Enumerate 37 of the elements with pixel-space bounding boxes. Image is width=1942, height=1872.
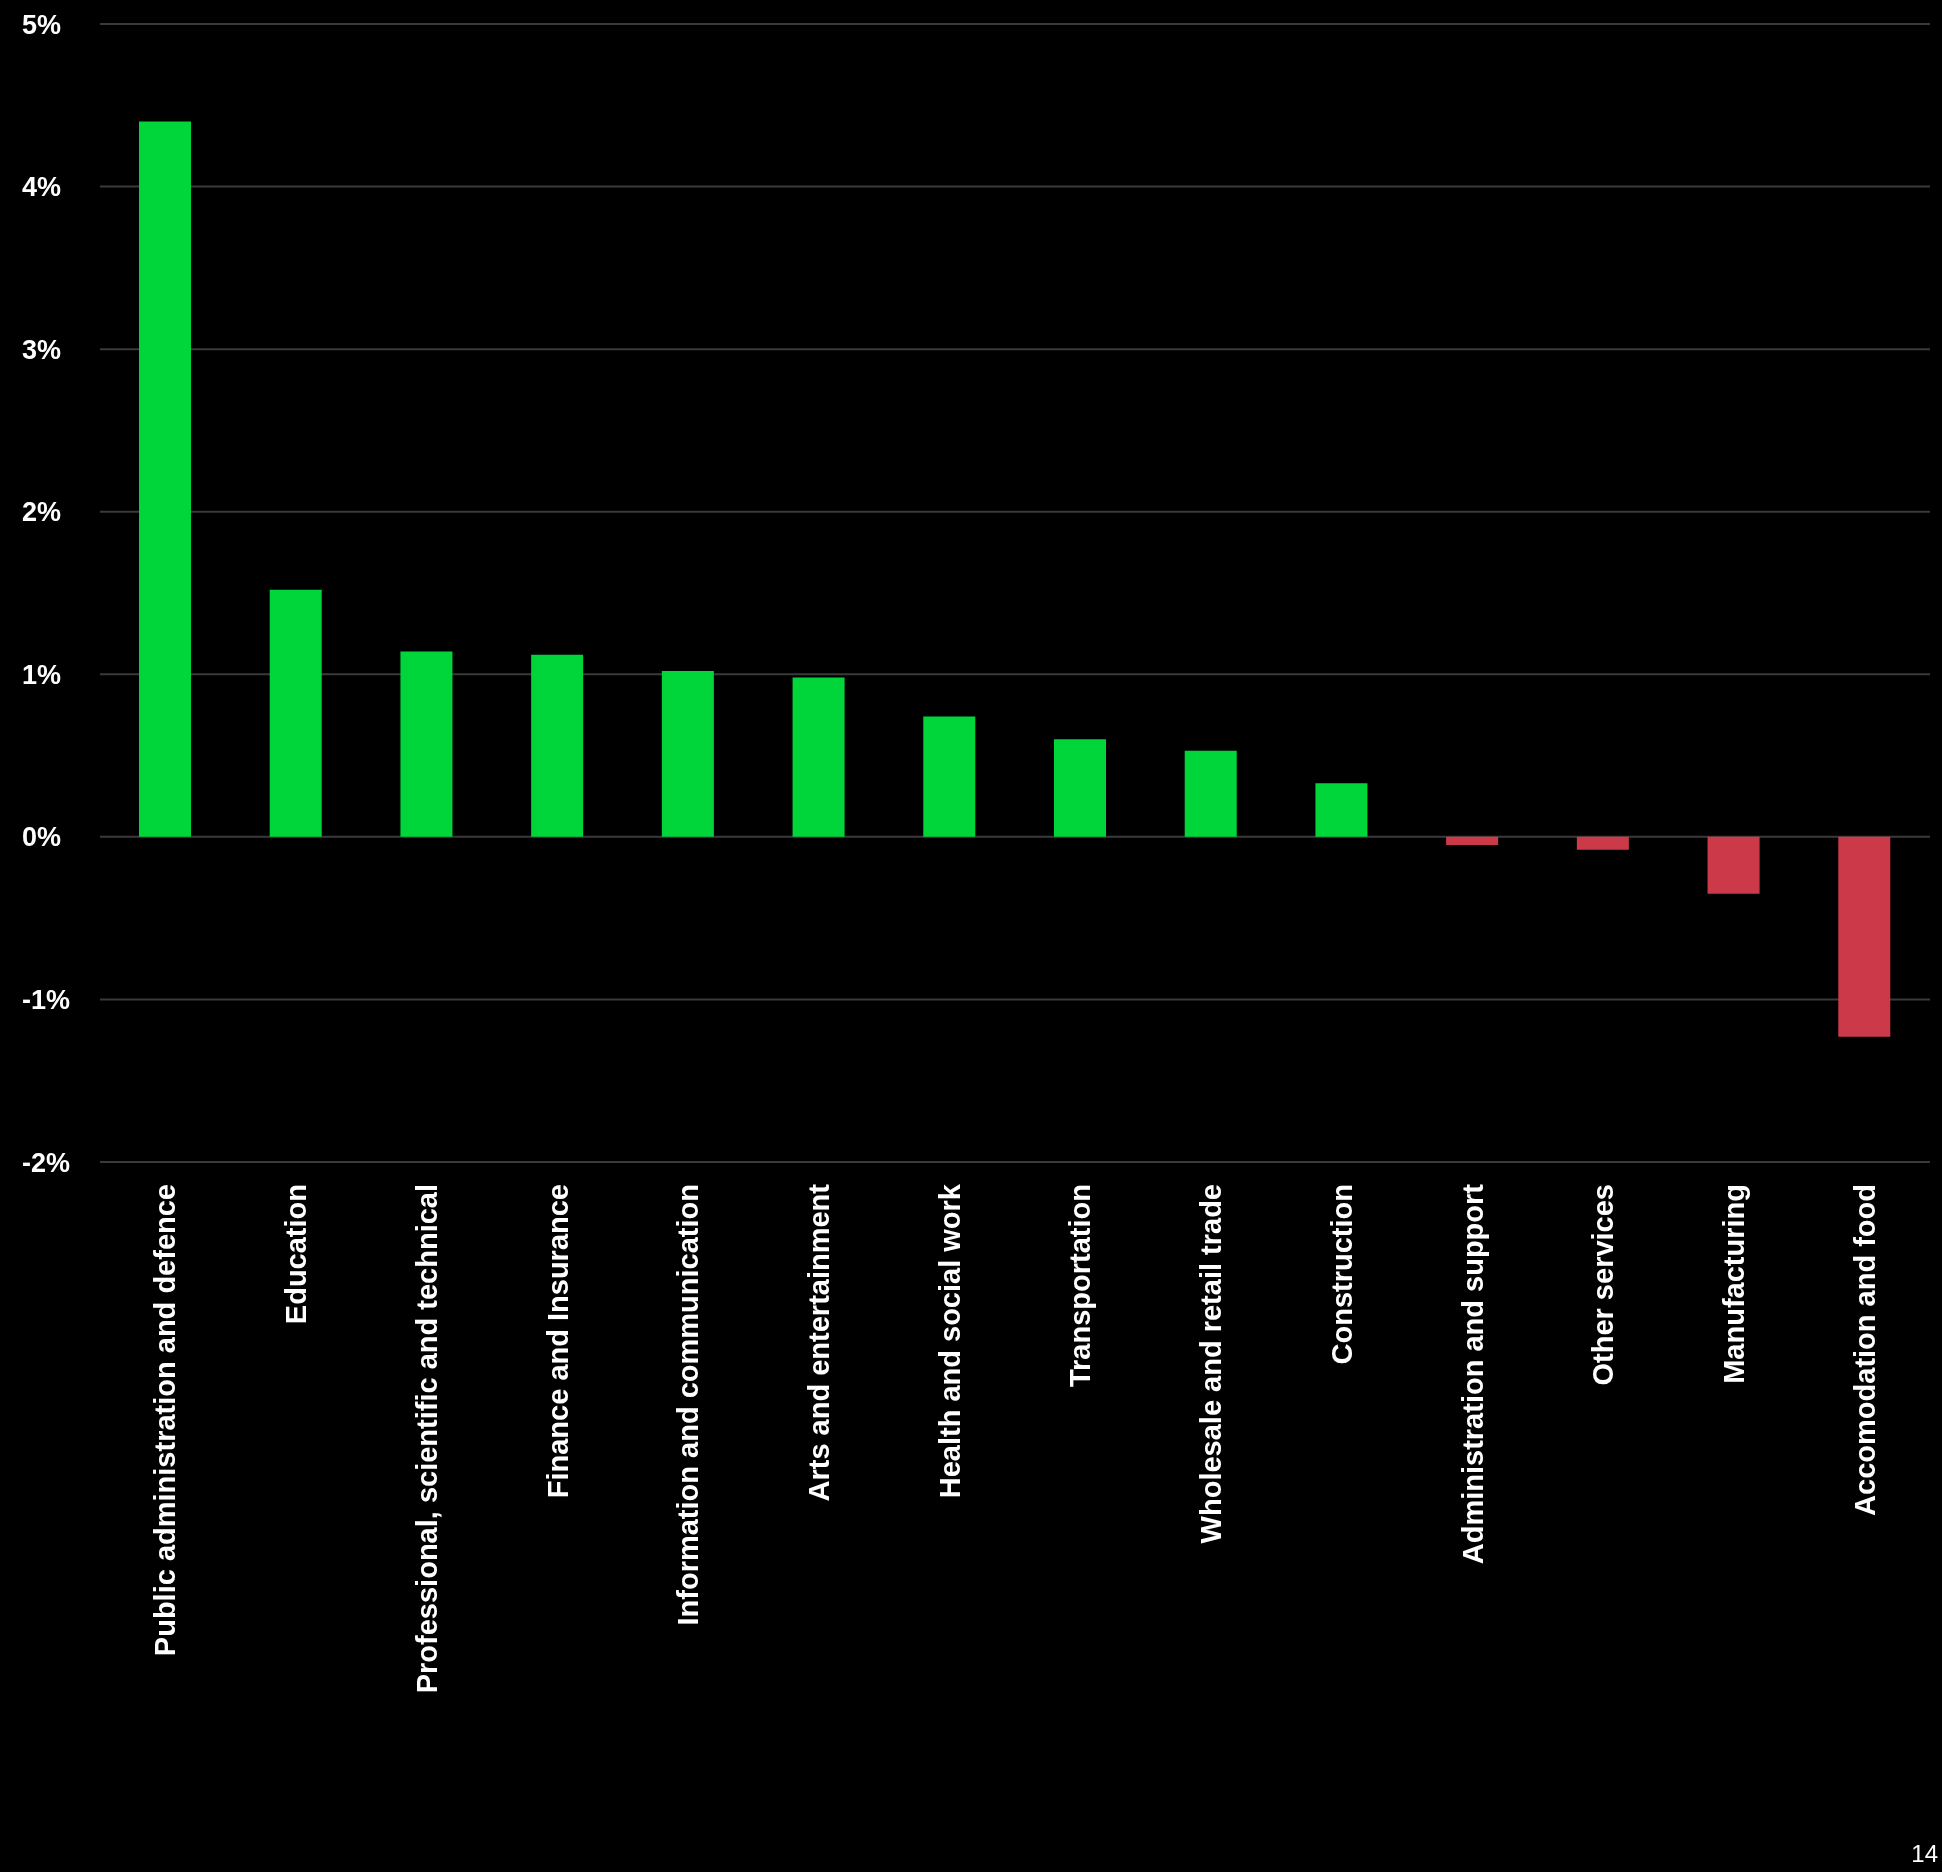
x-tick-label: Manufacturing <box>1717 1184 1750 1384</box>
x-tick-label: Finance and Insurance <box>541 1184 574 1499</box>
text: 14 <box>1911 1840 1938 1868</box>
x-tick-label: Professional, scientific and technical <box>410 1184 443 1694</box>
bar <box>1315 783 1368 837</box>
y-tick-label: -1% <box>22 985 71 1016</box>
bar <box>1838 836 1891 1037</box>
x-tick-label: Accomodation and food <box>1848 1184 1881 1516</box>
bar <box>1576 836 1629 850</box>
y-tick-label: 4% <box>22 172 62 203</box>
bar <box>269 589 322 837</box>
y-tick-label: 0% <box>22 822 62 853</box>
x-tick-label: Construction <box>1325 1184 1358 1365</box>
x-tick-label: Health and social work <box>933 1183 966 1499</box>
bar <box>1446 836 1499 845</box>
bar <box>139 121 191 837</box>
bar <box>923 716 976 837</box>
x-tick-label: Information and communication <box>672 1184 705 1626</box>
y-tick-label: -2% <box>22 1147 71 1178</box>
bar <box>400 651 453 837</box>
x-tick-label: Education <box>280 1184 313 1325</box>
y-tick-label: 1% <box>22 659 62 690</box>
x-tick-label: Transportation <box>1064 1184 1097 1388</box>
bar <box>1054 739 1106 837</box>
y-tick-label: 3% <box>22 334 62 365</box>
bar <box>531 654 584 837</box>
x-tick-label: Other services <box>1587 1184 1620 1386</box>
bar <box>1707 836 1760 894</box>
y-tick-label: 5% <box>22 9 62 40</box>
y-tick-label: 2% <box>22 497 62 528</box>
x-tick-label: Wholesale and retail trade <box>1195 1184 1228 1544</box>
bar <box>1184 750 1237 837</box>
x-tick-label: Public administration and defence <box>149 1184 182 1657</box>
x-tick-label: Administration and support <box>1456 1183 1489 1565</box>
bar <box>792 677 845 837</box>
bar <box>661 671 714 837</box>
x-tick-label: Arts and entertainment <box>802 1183 835 1502</box>
